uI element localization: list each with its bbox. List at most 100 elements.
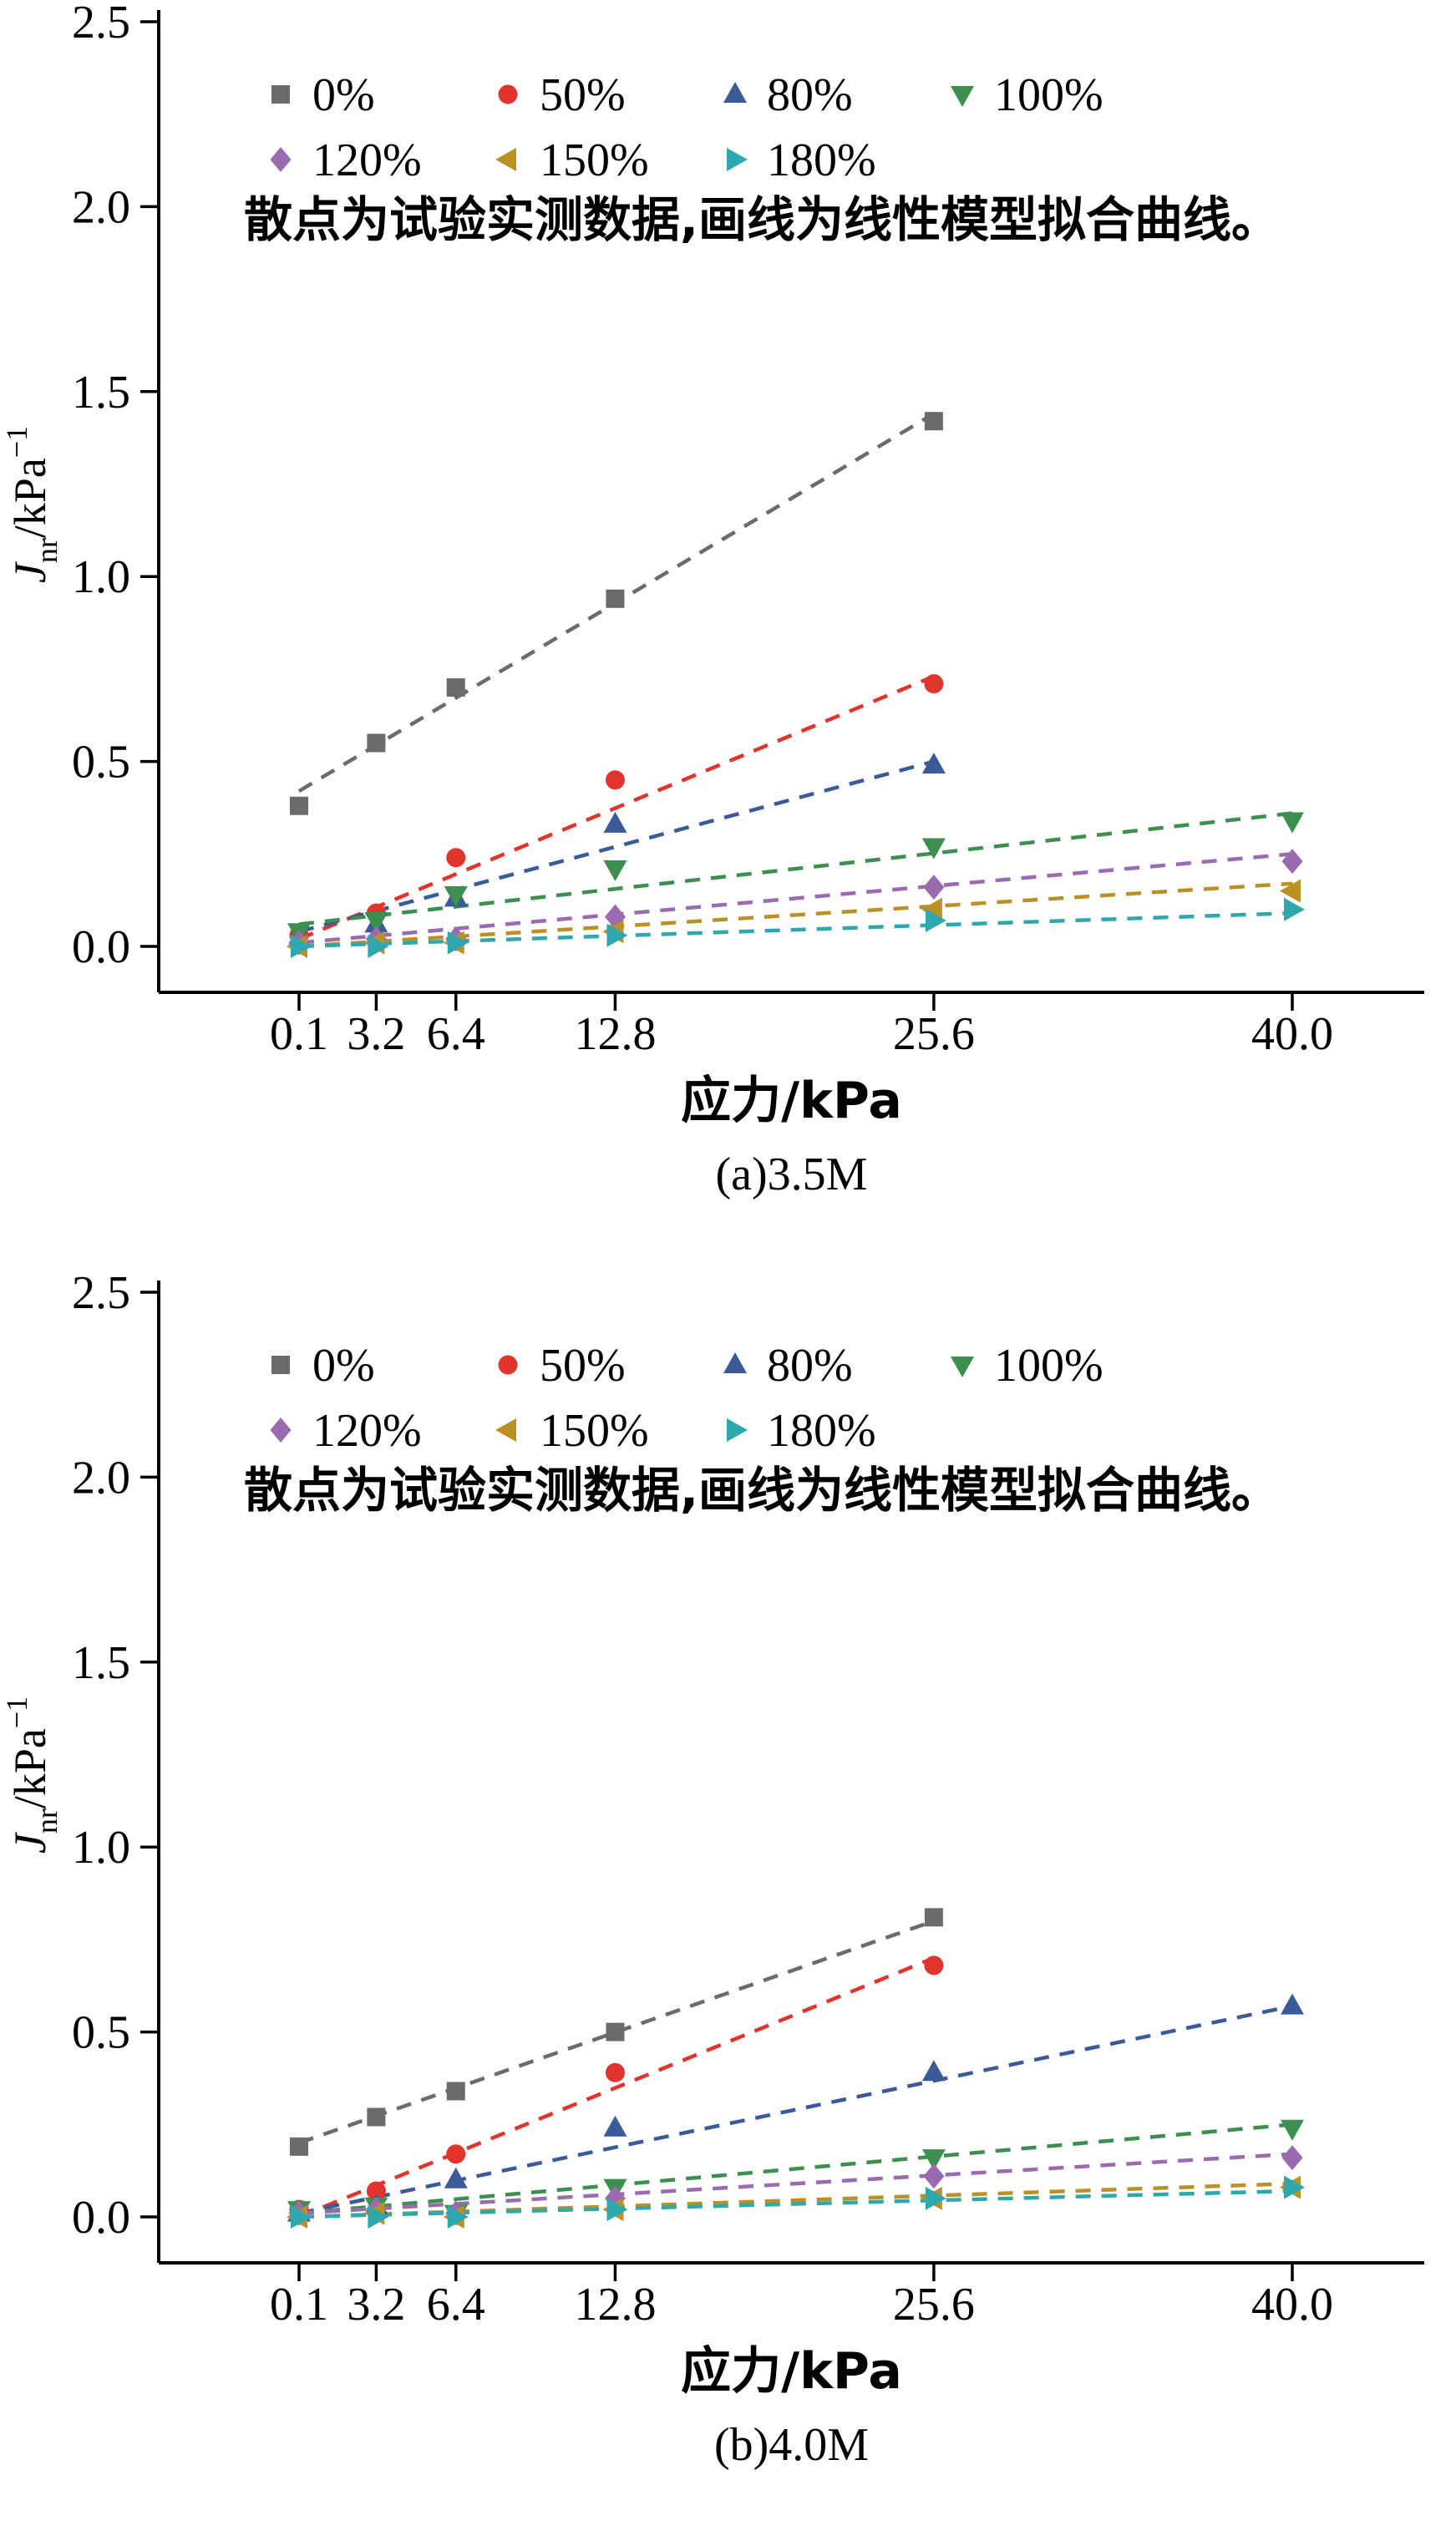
y-tick-label: 1.5	[72, 367, 130, 418]
legend-label: 50%	[540, 69, 626, 121]
square-marker	[446, 2082, 465, 2101]
legend-label: 100%	[994, 1340, 1103, 1392]
chart-b-svg: 0.0 0.5 1.0 1.5 2.0 2.5 0.1 3.2 6.4 12.8 25.6 40.0 应…	[0, 1270, 1456, 2541]
legend-item-80%: 80%	[723, 69, 853, 121]
triangle-down-marker	[364, 912, 388, 934]
triangle-up-marker	[603, 2115, 627, 2137]
legend-item-100%: 100%	[951, 69, 1103, 121]
triangle-right-marker	[925, 2186, 946, 2210]
legend-item-180%: 180%	[727, 1405, 876, 1457]
y-axis: 0.0 0.5 1.0 1.5 2.0 2.5	[72, 0, 159, 973]
legend-item-50%: 50%	[498, 69, 626, 121]
triangle-right-marker	[291, 935, 312, 958]
circle-marker	[924, 1955, 944, 1975]
legend-item-50%: 50%	[498, 1340, 626, 1392]
square-marker	[367, 2107, 386, 2127]
triangle-right-marker	[1284, 2175, 1305, 2199]
legend-label: 150%	[540, 1405, 649, 1457]
triangle-down-marker	[921, 838, 946, 860]
y-tick-label: 2.0	[72, 181, 130, 233]
caption: (a)3.5M	[716, 1149, 868, 1200]
triangle-up-marker	[921, 2060, 946, 2082]
plot-background	[0, 1270, 1456, 2541]
diamond-marker	[1281, 849, 1303, 875]
fit-line-120%	[298, 2152, 1293, 2215]
x-axis: 0.1 3.2 6.4 12.8 25.6 40.0	[270, 2263, 1333, 2331]
triangle-right-marker	[368, 935, 389, 958]
square-marker	[446, 678, 465, 697]
triangle-right-marker	[1284, 897, 1305, 921]
legend: 0% 50% 80% 100% 120% 150% 180%	[270, 1340, 1103, 1457]
y-axis-title: Jnr/kPa−1	[0, 426, 63, 583]
x-tick-label: 6.4	[427, 1008, 485, 1060]
circle-marker	[605, 770, 625, 790]
series-180%	[291, 2175, 1305, 2229]
square-marker	[924, 412, 943, 431]
circle-marker	[924, 674, 944, 694]
legend-item-150%: 150%	[495, 1405, 649, 1457]
legend-item-100%: 100%	[951, 1340, 1103, 1392]
legend-item-80%: 80%	[723, 1340, 853, 1392]
y-tick-label: 0.0	[72, 921, 130, 973]
circle-marker	[498, 1355, 518, 1375]
square-marker	[606, 2022, 625, 2041]
plot-background	[0, 0, 1456, 1270]
x-axis: 0.1 3.2 6.4 12.8 25.6 40.0	[270, 992, 1333, 1060]
x-axis-title: 应力/kPa	[681, 1072, 902, 1130]
triangle-right-marker	[925, 909, 946, 933]
legend-label: 80%	[767, 69, 853, 121]
legend-item-180%: 180%	[727, 134, 876, 186]
y-axis: 0.0 0.5 1.0 1.5 2.0 2.5	[72, 1270, 159, 2244]
y-tick-label: 2.5	[72, 1270, 130, 1319]
x-tick-label: 6.4	[427, 2279, 485, 2331]
x-tick-label: 12.8	[574, 1008, 656, 1060]
triangle-up-marker	[444, 2167, 468, 2189]
square-marker	[924, 1908, 943, 1927]
legend-item-120%: 120%	[270, 134, 422, 186]
square-marker	[290, 2137, 308, 2156]
chart-b: 0.0 0.5 1.0 1.5 2.0 2.5 0.1 3.2 6.4 12.8 25.6 40.0 应…	[0, 1270, 1456, 2541]
circle-marker	[498, 84, 518, 104]
x-tick-label: 40.0	[1251, 2279, 1333, 2331]
triangle-down-marker	[951, 1357, 974, 1377]
y-tick-label: 0.5	[72, 2007, 130, 2059]
circle-marker	[446, 848, 466, 868]
legend-label: 0%	[312, 1340, 375, 1392]
triangle-up-marker	[723, 82, 747, 103]
legend-item-120%: 120%	[270, 1405, 422, 1457]
triangle-down-marker	[444, 886, 468, 908]
note-text: 散点为试验实测数据,画线为线性模型拟合曲线。	[244, 1462, 1280, 1519]
triangle-down-marker	[1281, 2119, 1304, 2141]
y-tick-label: 1.0	[72, 1822, 130, 1874]
chart-a-svg: 0.0 0.5 1.0 1.5 2.0 2.5 0.1 3.2 6.4 12.8 25.6 40.0 应…	[0, 0, 1456, 1270]
triangle-up-marker	[603, 811, 627, 833]
legend-item-0%: 0%	[271, 1340, 375, 1392]
circle-marker	[366, 2181, 386, 2201]
legend: 0% 50% 80% 100% 120% 150% 180%	[270, 69, 1103, 186]
legend-label: 100%	[994, 69, 1103, 121]
triangle-left-marker	[495, 1418, 516, 1442]
fit-line-50%	[298, 674, 935, 941]
x-tick-label: 12.8	[574, 2279, 656, 2331]
fit-lines	[298, 1919, 1293, 2219]
fit-line-0%	[298, 1919, 935, 2145]
legend-item-150%: 150%	[495, 134, 649, 186]
legend-label: 120%	[312, 1405, 422, 1457]
y-tick-label: 1.5	[72, 1637, 130, 1689]
legend-label: 0%	[312, 69, 375, 121]
fit-line-100%	[298, 2123, 1293, 2215]
square-marker	[606, 589, 625, 608]
triangle-left-marker	[495, 148, 516, 171]
x-tick-label: 0.1	[270, 1008, 328, 1060]
note-text: 散点为试验实测数据,画线为线性模型拟合曲线。	[244, 191, 1280, 248]
triangle-up-marker	[723, 1352, 747, 1373]
series-180%	[291, 897, 1305, 958]
legend-label: 150%	[540, 134, 649, 186]
x-tick-label: 3.2	[347, 1008, 405, 1060]
legend-label: 80%	[767, 1340, 853, 1392]
triangle-down-marker	[603, 860, 627, 882]
diamond-marker	[270, 147, 292, 172]
series-0%	[290, 412, 943, 815]
circle-marker	[446, 2144, 466, 2164]
